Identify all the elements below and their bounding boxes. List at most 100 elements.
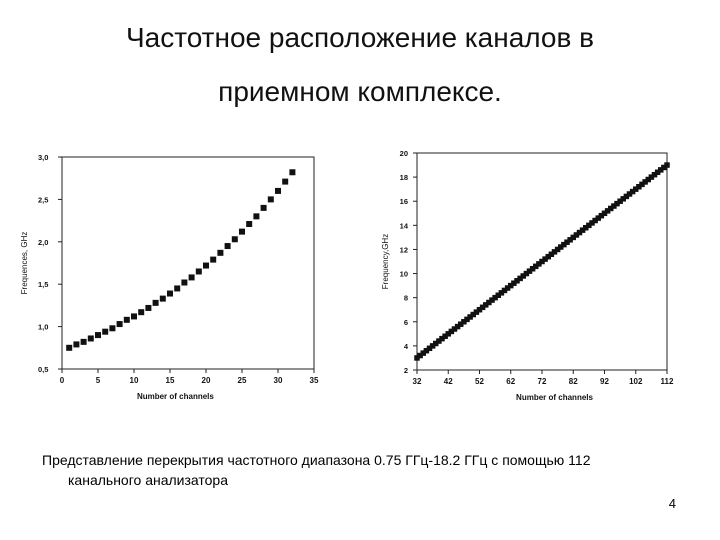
data-point (551, 249, 558, 255)
y-tick-label: 2 (404, 366, 408, 375)
data-point (504, 285, 511, 291)
y-tick-label: 4 (404, 342, 409, 351)
data-point (501, 287, 508, 294)
data-point (95, 332, 101, 339)
y-tick-label: 16 (400, 197, 408, 206)
data-point (454, 323, 461, 330)
data-point (275, 187, 281, 194)
data-point (642, 179, 648, 185)
data-point (570, 234, 576, 241)
data-point (489, 297, 495, 303)
data-point (80, 338, 87, 345)
y-tick-label: 10 (400, 270, 408, 279)
y-tick-label: 12 (400, 245, 408, 254)
data-point (464, 316, 470, 323)
data-point (651, 171, 658, 178)
data-point (116, 321, 123, 328)
x-tick-label: 92 (600, 377, 609, 386)
data-point (167, 290, 173, 297)
data-point (174, 285, 181, 292)
data-point (152, 299, 159, 306)
data-point (224, 243, 231, 250)
x-tick-label: 35 (310, 376, 319, 385)
data-point (586, 222, 592, 229)
data-point (611, 203, 617, 209)
data-point (483, 302, 489, 308)
data-point (429, 343, 436, 349)
plot-frame (61, 156, 315, 370)
data-point (514, 278, 520, 284)
data-point (498, 290, 505, 296)
data-point (159, 295, 166, 302)
caption-line-1: Представление перекрытия частотного диап… (42, 452, 591, 468)
data-point (654, 169, 661, 176)
caption-line-2: канального анализатора (68, 472, 228, 488)
x-tick-label: 62 (506, 377, 515, 386)
data-point (517, 275, 523, 282)
data-point (617, 198, 623, 204)
data-point (564, 239, 570, 245)
data-point (573, 232, 580, 238)
data-point (598, 212, 605, 219)
y-tick-label: 18 (400, 173, 408, 182)
data-point (579, 227, 586, 233)
data-point (461, 319, 467, 325)
data-point (138, 309, 145, 316)
data-point (633, 186, 639, 192)
data-point (601, 210, 608, 217)
data-point (479, 304, 486, 311)
data-point (109, 325, 116, 332)
frequency-chart-channels-32-112: 32 42 52 62 72 82 92 102 112 2 4 6 8 10 12 14 16 18 20 Numb… (381, 149, 674, 402)
data-point (529, 265, 536, 272)
y-tick-label: 0,5 (38, 365, 48, 374)
data-point (131, 313, 137, 320)
x-tick-label: 20 (202, 376, 211, 385)
data-point (210, 256, 217, 263)
data-point (217, 249, 224, 256)
data-point (592, 217, 598, 224)
x-tick-label: 52 (475, 377, 484, 386)
data-point (542, 256, 548, 262)
data-point (583, 224, 589, 231)
x-axis-label: Number of channels (137, 392, 214, 401)
data-point (545, 253, 551, 260)
data-point (414, 355, 420, 361)
data-point (458, 321, 464, 327)
x-tick-label: 82 (569, 377, 578, 386)
data-point (451, 326, 458, 332)
data-point (239, 228, 245, 235)
data-point (486, 299, 492, 306)
y-axis-label: Frequences, GHz (20, 232, 29, 295)
frequency-chart-channels-1-32: 0 5 10 15 20 25 30 35 0,5 1,0 1,5 2,0 2,5 3,0 Number o… (20, 153, 319, 401)
y-tick-label: 14 (400, 221, 409, 230)
data-point (267, 196, 274, 203)
y-tick-label: 2,5 (38, 195, 48, 204)
data-point (589, 220, 595, 226)
x-axis-label: Number of channels (516, 393, 593, 402)
slide-title-line-1: Частотное расположение каналов в (125, 22, 595, 53)
data-point (576, 229, 583, 236)
data-point (289, 169, 296, 176)
x-tick-label: 72 (538, 377, 547, 386)
data-point (473, 309, 480, 315)
y-tick-label: 2,0 (38, 238, 48, 247)
data-point (645, 176, 651, 183)
x-tick-label: 112 (661, 377, 674, 386)
data-point (433, 340, 439, 347)
data-point (567, 237, 573, 243)
data-point (548, 251, 555, 258)
y-tick-label: 1,5 (38, 280, 48, 289)
data-point (188, 274, 195, 281)
data-point (523, 270, 530, 277)
data-point (260, 204, 267, 211)
data-point (595, 215, 601, 221)
data-point (636, 184, 642, 190)
data-point (623, 193, 630, 200)
data-point (620, 196, 626, 202)
data-point (536, 261, 542, 267)
data-point (282, 178, 289, 185)
x-tick-label: 25 (238, 376, 247, 385)
data-point (533, 263, 539, 270)
data-point (467, 314, 473, 320)
data-point (511, 280, 517, 286)
